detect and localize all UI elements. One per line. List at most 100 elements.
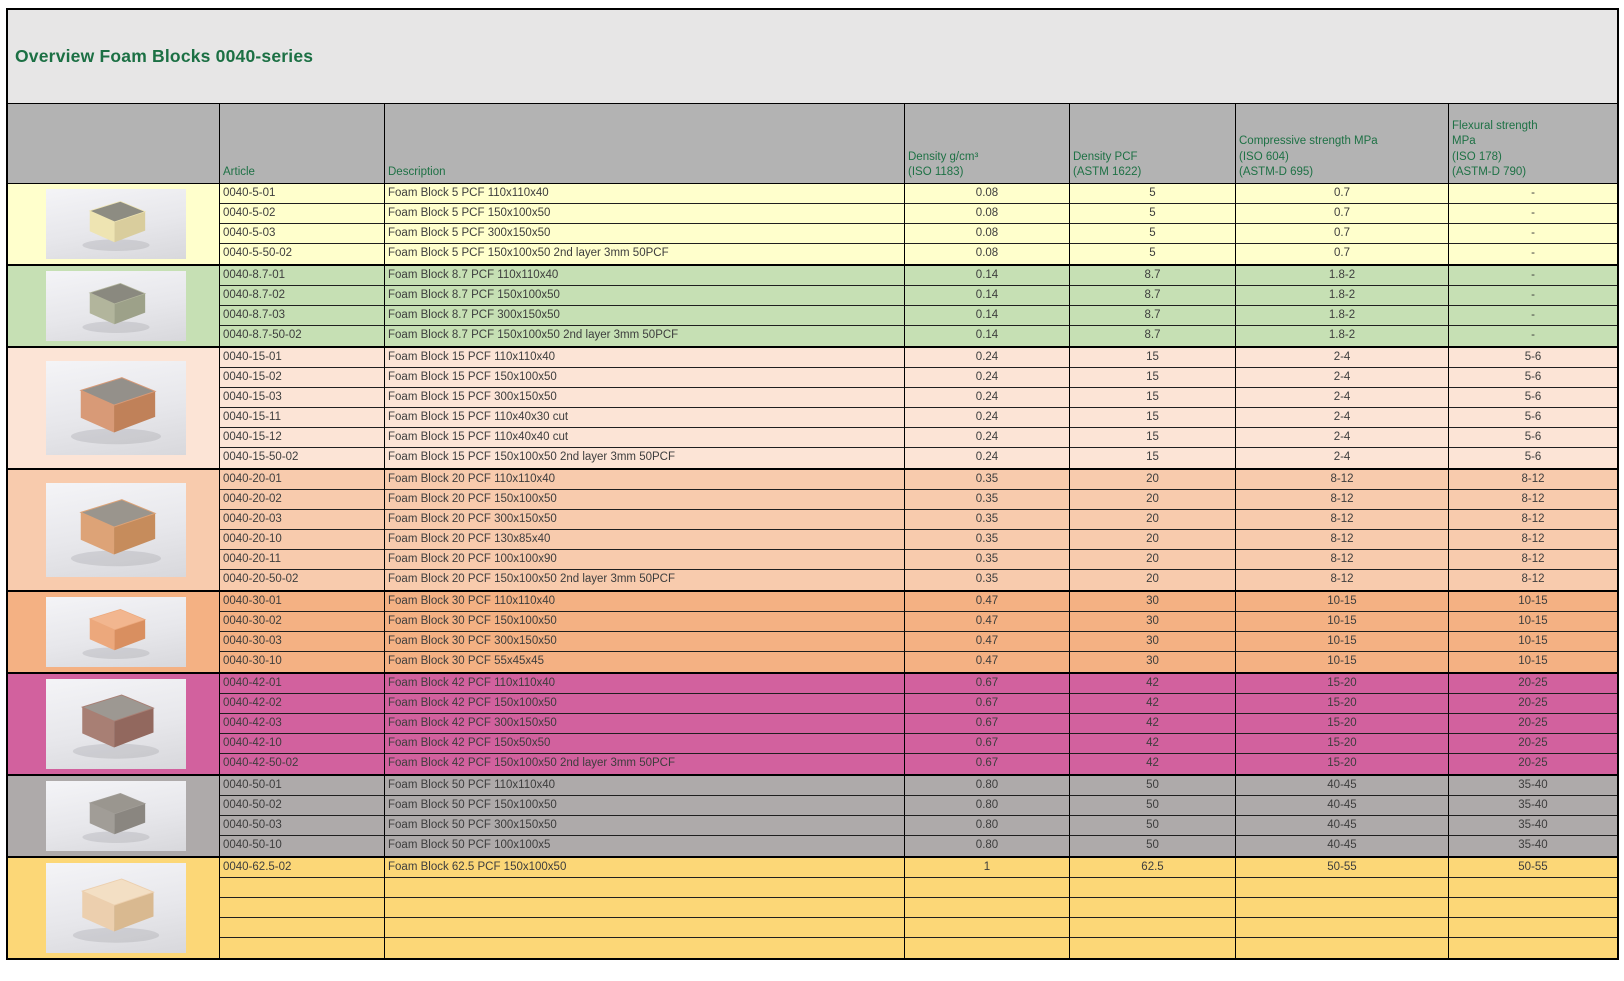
cell-description[interactable] (385, 918, 905, 938)
cell-article[interactable]: 0040-5-01 (220, 184, 385, 204)
cell-article[interactable]: 0040-50-03 (220, 816, 385, 836)
cell-density-pcf[interactable]: 8.7 (1070, 286, 1236, 306)
cell-density-pcf[interactable]: 5 (1070, 184, 1236, 204)
cell-article[interactable] (220, 878, 385, 898)
cell-article[interactable]: 0040-30-01 (220, 592, 385, 612)
cell-density-pcf[interactable]: 30 (1070, 612, 1236, 632)
cell-article[interactable]: 0040-8.7-50-02 (220, 326, 385, 346)
cell-density-g[interactable]: 0.24 (905, 448, 1070, 468)
cell-flexural[interactable]: 5-6 (1449, 388, 1617, 408)
cell-density-pcf[interactable] (1070, 938, 1236, 958)
cell-article[interactable]: 0040-8.7-01 (220, 266, 385, 286)
cell-density-pcf[interactable]: 20 (1070, 470, 1236, 490)
cell-density-g[interactable]: 0.47 (905, 612, 1070, 632)
cell-article[interactable] (220, 918, 385, 938)
cell-article[interactable]: 0040-15-02 (220, 368, 385, 388)
cell-compressive[interactable]: 2-4 (1236, 368, 1449, 388)
cell-description[interactable]: Foam Block 50 PCF 300x150x50 (385, 816, 905, 836)
cell-description[interactable]: Foam Block 8.7 PCF 300x150x50 (385, 306, 905, 326)
cell-density-g[interactable]: 0.47 (905, 652, 1070, 672)
cell-description[interactable]: Foam Block 20 PCF 300x150x50 (385, 510, 905, 530)
cell-flexural[interactable]: 20-25 (1449, 694, 1617, 714)
cell-density-pcf[interactable]: 20 (1070, 530, 1236, 550)
cell-compressive[interactable]: 2-4 (1236, 428, 1449, 448)
cell-flexural[interactable]: 8-12 (1449, 510, 1617, 530)
cell-density-g[interactable]: 0.24 (905, 428, 1070, 448)
cell-compressive[interactable]: 1.8-2 (1236, 286, 1449, 306)
cell-compressive[interactable] (1236, 918, 1449, 938)
cell-flexural[interactable]: 5-6 (1449, 368, 1617, 388)
cell-description[interactable]: Foam Block 8.7 PCF 150x100x50 (385, 286, 905, 306)
cell-compressive[interactable]: 0.7 (1236, 244, 1449, 264)
col-header-density-g[interactable]: Density g/cm³ (ISO 1183) (905, 104, 1070, 183)
cell-article[interactable]: 0040-42-02 (220, 694, 385, 714)
cell-description[interactable]: Foam Block 15 PCF 110x110x40 (385, 348, 905, 368)
cell-density-g[interactable]: 0.35 (905, 570, 1070, 590)
cell-flexural[interactable]: - (1449, 204, 1617, 224)
cell-density-pcf[interactable]: 15 (1070, 408, 1236, 428)
cell-compressive[interactable]: 10-15 (1236, 612, 1449, 632)
cell-density-pcf[interactable]: 5 (1070, 244, 1236, 264)
cell-density-g[interactable]: 0.35 (905, 530, 1070, 550)
cell-compressive[interactable]: 10-15 (1236, 632, 1449, 652)
cell-flexural[interactable]: 10-15 (1449, 632, 1617, 652)
cell-article[interactable]: 0040-15-50-02 (220, 448, 385, 468)
cell-article[interactable]: 0040-50-10 (220, 836, 385, 856)
cell-flexural[interactable]: 20-25 (1449, 754, 1617, 774)
cell-density-g[interactable]: 0.08 (905, 204, 1070, 224)
cell-description[interactable]: Foam Block 20 PCF 150x100x50 2nd layer 3… (385, 570, 905, 590)
cell-description[interactable]: Foam Block 50 PCF 110x110x40 (385, 776, 905, 796)
cell-description[interactable]: Foam Block 62.5 PCF 150x100x50 (385, 858, 905, 878)
cell-flexural[interactable]: 5-6 (1449, 408, 1617, 428)
cell-compressive[interactable]: 10-15 (1236, 592, 1449, 612)
col-header-image[interactable] (8, 104, 220, 183)
cell-description[interactable]: Foam Block 5 PCF 150x100x50 (385, 204, 905, 224)
cell-density-pcf[interactable]: 42 (1070, 734, 1236, 754)
cell-compressive[interactable]: 2-4 (1236, 408, 1449, 428)
cell-flexural[interactable] (1449, 938, 1617, 958)
cell-density-pcf[interactable]: 50 (1070, 836, 1236, 856)
cell-compressive[interactable]: 10-15 (1236, 652, 1449, 672)
cell-density-g[interactable]: 0.14 (905, 286, 1070, 306)
cell-compressive[interactable]: 0.7 (1236, 184, 1449, 204)
cell-article[interactable]: 0040-15-12 (220, 428, 385, 448)
cell-flexural[interactable] (1449, 878, 1617, 898)
product-image[interactable] (46, 597, 186, 667)
cell-density-g[interactable] (905, 878, 1070, 898)
cell-article[interactable]: 0040-20-10 (220, 530, 385, 550)
cell-compressive[interactable]: 2-4 (1236, 388, 1449, 408)
cell-compressive[interactable]: 40-45 (1236, 836, 1449, 856)
cell-density-g[interactable]: 1 (905, 858, 1070, 878)
cell-flexural[interactable]: 8-12 (1449, 570, 1617, 590)
cell-flexural[interactable]: 20-25 (1449, 734, 1617, 754)
cell-article[interactable] (220, 898, 385, 918)
cell-density-g[interactable]: 0.14 (905, 306, 1070, 326)
cell-compressive[interactable]: 1.8-2 (1236, 306, 1449, 326)
cell-compressive[interactable]: 15-20 (1236, 674, 1449, 694)
cell-density-pcf[interactable]: 62.5 (1070, 858, 1236, 878)
cell-flexural[interactable]: - (1449, 326, 1617, 346)
cell-density-g[interactable]: 0.35 (905, 470, 1070, 490)
cell-density-g[interactable]: 0.24 (905, 388, 1070, 408)
cell-article[interactable] (220, 938, 385, 958)
cell-density-g[interactable]: 0.24 (905, 368, 1070, 388)
cell-density-pcf[interactable]: 15 (1070, 448, 1236, 468)
product-image[interactable] (46, 679, 186, 769)
cell-flexural[interactable]: 10-15 (1449, 652, 1617, 672)
cell-density-pcf[interactable]: 15 (1070, 388, 1236, 408)
cell-compressive[interactable]: 8-12 (1236, 510, 1449, 530)
col-header-article[interactable]: Article (220, 104, 385, 183)
cell-density-g[interactable]: 0.14 (905, 266, 1070, 286)
cell-flexural[interactable]: 35-40 (1449, 816, 1617, 836)
cell-description[interactable]: Foam Block 42 PCF 300x150x50 (385, 714, 905, 734)
cell-flexural[interactable]: 5-6 (1449, 448, 1617, 468)
cell-flexural[interactable]: - (1449, 224, 1617, 244)
cell-density-pcf[interactable]: 8.7 (1070, 266, 1236, 286)
cell-flexural[interactable] (1449, 918, 1617, 938)
cell-flexural[interactable]: 10-15 (1449, 612, 1617, 632)
cell-density-pcf[interactable]: 20 (1070, 550, 1236, 570)
cell-density-pcf[interactable]: 15 (1070, 428, 1236, 448)
cell-flexural[interactable]: - (1449, 244, 1617, 264)
cell-compressive[interactable]: 8-12 (1236, 530, 1449, 550)
cell-density-pcf[interactable]: 42 (1070, 754, 1236, 774)
